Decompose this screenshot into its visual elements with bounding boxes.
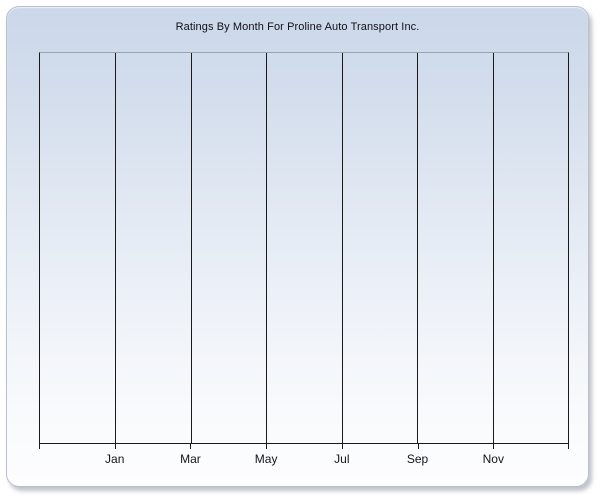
x-gridline	[266, 53, 268, 443]
x-tick	[266, 444, 268, 449]
x-gridline	[115, 53, 117, 443]
chart-title: Ratings By Month For Proline Auto Transp…	[175, 21, 420, 33]
x-gridline	[492, 53, 494, 443]
x-tick-label: Mar	[180, 452, 201, 466]
x-tick	[190, 444, 192, 449]
x-tick	[568, 444, 569, 449]
x-tick-label: Sep	[406, 452, 429, 466]
x-gridline	[417, 53, 419, 443]
plot-area	[39, 52, 569, 444]
x-tick	[114, 444, 116, 449]
x-tick	[417, 444, 419, 449]
x-tick	[493, 444, 495, 449]
x-tick	[341, 444, 343, 449]
x-tick-label: Jan	[105, 452, 125, 466]
x-tick-label: Jul	[334, 452, 350, 466]
x-axis-ticks	[39, 444, 569, 449]
x-gridline	[341, 53, 343, 443]
x-tick-label: Nov	[482, 452, 504, 466]
x-tick	[39, 444, 40, 449]
x-gridline	[190, 53, 192, 443]
x-tick-label: May	[254, 452, 278, 466]
chart-panel: Ratings By Month For Proline Auto Transp…	[6, 6, 589, 487]
x-axis-labels: Jan Mar May Jul Sep Nov	[39, 452, 569, 467]
